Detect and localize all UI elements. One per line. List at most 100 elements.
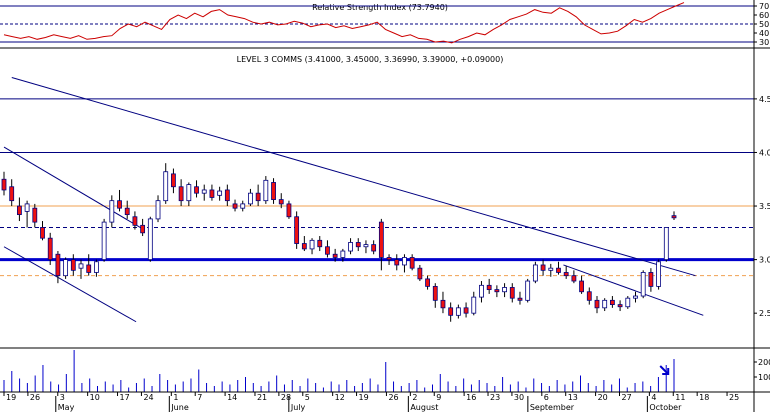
candle-body — [617, 304, 623, 308]
x-day-label: 19 — [359, 393, 369, 402]
candle-body — [94, 261, 99, 273]
price-y-tick-label: 3.5 — [759, 202, 770, 211]
candle-body — [186, 184, 192, 202]
x-month-label: October — [649, 403, 682, 412]
candle-body — [47, 237, 53, 261]
candle-body — [117, 200, 122, 209]
x-month-label: June — [170, 403, 189, 412]
candle-body — [609, 299, 615, 306]
candle-body — [109, 200, 115, 223]
candle-body — [648, 272, 654, 287]
candle-body — [378, 221, 384, 258]
x-day-label: 18 — [699, 393, 709, 402]
price-y-tick-label: 3.0 — [759, 256, 770, 265]
candle-body — [494, 289, 500, 293]
x-day-label: 3 — [60, 393, 65, 402]
x-day-label: 19 — [6, 393, 16, 402]
x-day-label: 5 — [305, 393, 310, 402]
candle-body — [171, 173, 176, 188]
candle-body — [255, 192, 261, 202]
trend-line — [3, 246, 137, 323]
candle-body — [363, 244, 369, 248]
candle-body — [248, 192, 253, 205]
price-y-tick-label: 4.5 — [759, 95, 770, 104]
x-day-label: 2 — [412, 393, 417, 402]
candle-body — [317, 239, 323, 248]
candle-body — [502, 287, 507, 293]
candle-body — [232, 203, 238, 209]
candle-body — [70, 259, 76, 271]
candle-body — [532, 264, 538, 282]
candle-body — [594, 299, 600, 309]
x-day-label: 30 — [514, 393, 524, 402]
candle-body — [278, 199, 284, 205]
candle-body — [332, 253, 338, 258]
x-month-label: May — [58, 403, 75, 412]
candle-body — [178, 186, 184, 202]
rsi-y-tick-label: 30 — [759, 38, 769, 47]
candle-body — [663, 227, 669, 261]
candle-body — [571, 275, 577, 282]
down-arrow-icon — [659, 365, 670, 375]
rsi-series-line — [3, 2, 685, 44]
x-day-label: 28 — [281, 393, 291, 402]
x-day-label: 27 — [621, 393, 631, 402]
candle-body — [386, 257, 392, 261]
candle-body — [417, 267, 423, 280]
candle-body — [540, 264, 546, 271]
x-day-label: 10 — [90, 393, 100, 402]
candle-body — [509, 287, 515, 299]
candle-body — [371, 244, 377, 252]
candle-body — [563, 272, 569, 277]
volume-y-tick-label: 20000 — [758, 358, 770, 367]
candle-body — [525, 280, 531, 301]
candle-body — [671, 215, 677, 219]
candle-body — [86, 264, 92, 273]
x-day-label: 20 — [598, 393, 608, 402]
x-month-label: July — [290, 403, 306, 412]
x-day-label: 7 — [197, 393, 202, 402]
candle-body — [263, 179, 269, 202]
candle-body — [471, 296, 477, 314]
candle-body — [409, 257, 415, 269]
x-day-label: 16 — [466, 393, 476, 402]
candle-body — [63, 259, 69, 277]
volume-y-tick-label: 10000 — [758, 373, 770, 382]
candle-body — [402, 257, 407, 266]
candle-body — [325, 246, 330, 255]
candle-body — [340, 250, 346, 258]
candle-body — [78, 263, 84, 269]
candle-body — [240, 203, 246, 209]
candle-body — [132, 216, 138, 226]
candle-body — [556, 267, 561, 273]
x-day-label: 13 — [568, 393, 578, 402]
rsi-title: Relative Strength Index (73.7940) — [312, 3, 448, 12]
candle-body — [309, 239, 315, 250]
x-day-label: 9 — [436, 393, 441, 402]
candle-body — [294, 216, 300, 244]
candle-body — [656, 261, 661, 287]
x-day-label: 11 — [675, 393, 685, 402]
x-day-label: 1 — [173, 393, 178, 402]
candle-body — [209, 189, 215, 198]
candle-body — [602, 299, 608, 309]
x-day-label: 23 — [490, 393, 500, 402]
candle-body — [348, 242, 353, 252]
x-day-label: 21 — [257, 393, 267, 402]
candle-body — [194, 186, 199, 194]
candle-body — [625, 297, 631, 308]
candle-body — [32, 207, 38, 223]
candle-body — [101, 221, 107, 261]
x-day-label: 26 — [388, 393, 398, 402]
candle-body — [394, 259, 400, 266]
x-day-label: 14 — [227, 393, 237, 402]
candle-body — [40, 227, 45, 239]
rsi-y-tick-label: 50 — [759, 20, 769, 29]
candle-body — [448, 307, 454, 316]
x-month-label: August — [410, 403, 438, 412]
candle-body — [9, 186, 15, 202]
candle-body — [586, 291, 592, 301]
price-title: LEVEL 3 COMMS (3.41000, 3.45000, 3.36990… — [237, 55, 504, 64]
